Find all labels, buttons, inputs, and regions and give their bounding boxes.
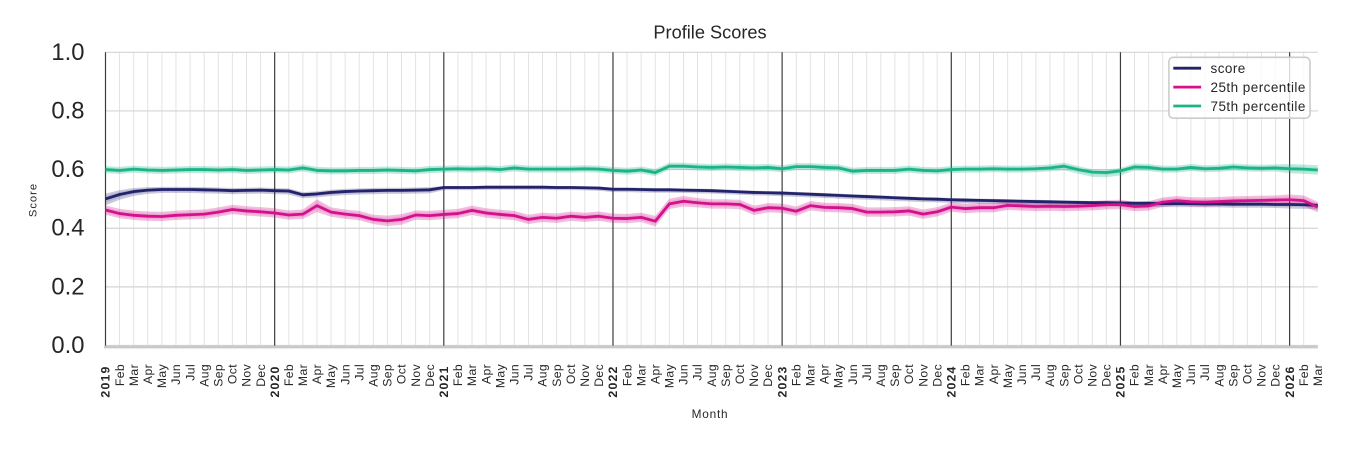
svg-text:Score: Score <box>28 183 40 217</box>
svg-text:Sep: Sep <box>888 364 902 387</box>
svg-text:Oct: Oct <box>733 364 747 384</box>
svg-text:May: May <box>324 363 338 388</box>
svg-text:2020: 2020 <box>268 365 282 397</box>
svg-text:Nov: Nov <box>409 363 423 386</box>
svg-text:Dec: Dec <box>1269 364 1283 387</box>
svg-text:Oct: Oct <box>1071 364 1085 384</box>
svg-text:Jun: Jun <box>508 364 522 385</box>
svg-text:25th percentile: 25th percentile <box>1211 80 1306 95</box>
svg-text:Oct: Oct <box>1241 364 1255 384</box>
svg-text:Jul: Jul <box>352 364 366 381</box>
svg-text:Jun: Jun <box>846 364 860 385</box>
svg-text:Nov: Nov <box>747 363 761 386</box>
svg-text:May: May <box>1001 363 1015 388</box>
svg-text:Mar: Mar <box>465 364 479 386</box>
svg-text:Nov: Nov <box>578 363 592 386</box>
svg-text:2026: 2026 <box>1283 365 1297 397</box>
svg-text:score: score <box>1211 61 1246 76</box>
svg-text:0.2: 0.2 <box>51 273 84 300</box>
svg-text:Aug: Aug <box>1043 364 1057 387</box>
svg-text:Sep: Sep <box>211 364 225 387</box>
svg-text:2025: 2025 <box>1114 365 1128 397</box>
svg-text:Jun: Jun <box>338 364 352 385</box>
svg-text:Jul: Jul <box>691 364 705 381</box>
svg-text:May: May <box>1170 363 1184 388</box>
svg-text:Profile Scores: Profile Scores <box>653 22 766 42</box>
svg-text:Feb: Feb <box>789 364 803 386</box>
svg-text:Aug: Aug <box>367 364 381 387</box>
svg-text:2024: 2024 <box>944 365 958 397</box>
svg-text:Mar: Mar <box>973 364 987 386</box>
svg-text:Jul: Jul <box>522 364 536 381</box>
svg-text:Feb: Feb <box>1128 364 1142 386</box>
svg-text:Feb: Feb <box>451 364 465 386</box>
svg-text:Dec: Dec <box>423 364 437 387</box>
svg-text:2021: 2021 <box>437 365 451 397</box>
svg-text:Mar: Mar <box>127 364 141 386</box>
svg-text:Nov: Nov <box>916 363 930 386</box>
svg-text:Oct: Oct <box>564 364 578 384</box>
svg-text:1.0: 1.0 <box>51 39 84 66</box>
svg-text:Mar: Mar <box>296 364 310 386</box>
svg-text:Mar: Mar <box>804 364 818 386</box>
svg-text:Jun: Jun <box>677 364 691 385</box>
svg-text:Nov: Nov <box>1255 363 1269 386</box>
svg-text:Sep: Sep <box>719 364 733 387</box>
svg-text:Oct: Oct <box>226 364 240 384</box>
svg-text:Sep: Sep <box>381 364 395 387</box>
svg-text:Aug: Aug <box>536 364 550 387</box>
svg-text:May: May <box>832 363 846 388</box>
svg-text:2023: 2023 <box>775 365 789 397</box>
svg-text:Feb: Feb <box>959 364 973 386</box>
svg-text:May: May <box>663 363 677 388</box>
svg-text:Apr: Apr <box>987 364 1001 384</box>
svg-text:Month: Month <box>692 407 729 421</box>
svg-text:0.0: 0.0 <box>51 332 84 359</box>
svg-text:Sep: Sep <box>1057 364 1071 387</box>
svg-text:Jun: Jun <box>1184 364 1198 385</box>
svg-text:Jun: Jun <box>1015 364 1029 385</box>
svg-text:Apr: Apr <box>310 364 324 384</box>
svg-text:Nov: Nov <box>240 363 254 386</box>
svg-text:Apr: Apr <box>479 364 493 384</box>
svg-text:Aug: Aug <box>1212 364 1226 387</box>
svg-text:Aug: Aug <box>197 364 211 387</box>
svg-text:Feb: Feb <box>282 364 296 386</box>
svg-text:75th percentile: 75th percentile <box>1211 99 1306 114</box>
svg-text:0.4: 0.4 <box>51 215 84 242</box>
svg-text:Dec: Dec <box>1100 364 1114 387</box>
svg-text:Jul: Jul <box>183 364 197 381</box>
svg-text:Mar: Mar <box>1142 364 1156 386</box>
svg-text:Aug: Aug <box>705 364 719 387</box>
svg-text:Sep: Sep <box>550 364 564 387</box>
svg-text:2019: 2019 <box>99 365 113 397</box>
svg-text:Feb: Feb <box>1297 364 1311 386</box>
svg-text:Dec: Dec <box>930 364 944 387</box>
svg-text:Sep: Sep <box>1226 364 1240 387</box>
svg-text:Aug: Aug <box>874 364 888 387</box>
svg-text:Apr: Apr <box>141 364 155 384</box>
svg-text:Jun: Jun <box>169 364 183 385</box>
svg-text:2022: 2022 <box>606 365 620 397</box>
svg-text:Apr: Apr <box>818 364 832 384</box>
svg-text:Apr: Apr <box>1156 364 1170 384</box>
svg-text:0.8: 0.8 <box>51 97 84 124</box>
svg-text:Oct: Oct <box>902 364 916 384</box>
svg-text:Dec: Dec <box>254 364 268 387</box>
svg-text:May: May <box>155 363 169 388</box>
svg-text:Feb: Feb <box>620 364 634 386</box>
svg-text:Mar: Mar <box>1311 364 1325 386</box>
svg-text:Nov: Nov <box>1085 363 1099 386</box>
svg-text:Oct: Oct <box>395 364 409 384</box>
svg-text:Jul: Jul <box>1198 364 1212 381</box>
svg-text:0.6: 0.6 <box>51 156 84 183</box>
svg-text:Mar: Mar <box>634 364 648 386</box>
svg-text:May: May <box>493 363 507 388</box>
svg-text:Jul: Jul <box>860 364 874 381</box>
svg-text:Apr: Apr <box>648 364 662 384</box>
svg-text:Dec: Dec <box>592 364 606 387</box>
svg-text:Dec: Dec <box>761 364 775 387</box>
svg-text:Jul: Jul <box>1029 364 1043 381</box>
svg-text:Feb: Feb <box>113 364 127 386</box>
